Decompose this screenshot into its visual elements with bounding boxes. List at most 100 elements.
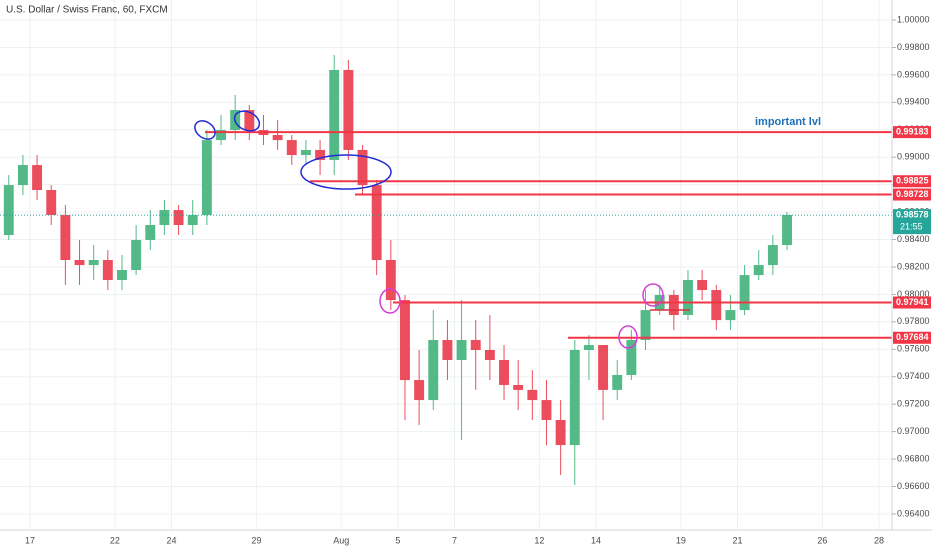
- x-tick-label: Aug: [333, 535, 349, 545]
- candle-body: [400, 300, 410, 381]
- candle-body: [357, 149, 368, 186]
- candle-body: [555, 419, 566, 446]
- circle: [300, 154, 392, 190]
- x-tick-label: 28: [874, 535, 884, 545]
- candle-body: [329, 69, 340, 160]
- x-tick-label: 21: [732, 535, 742, 545]
- candle-body: [343, 69, 354, 150]
- candle-body: [3, 185, 14, 236]
- candle-body: [145, 225, 156, 240]
- candle-body: [598, 345, 609, 390]
- candle-body: [470, 339, 481, 350]
- candle-body: [626, 339, 637, 375]
- level-label-box: [893, 188, 931, 201]
- y-tick-label: 0.97400: [897, 371, 930, 381]
- candle-body: [697, 280, 708, 291]
- y-tick-label: 0.97800: [897, 316, 930, 326]
- last-price-box: [893, 209, 931, 235]
- candle-body: [456, 339, 467, 361]
- y-tick-label: 0.99600: [897, 69, 930, 79]
- circle: [618, 325, 638, 349]
- x-tick-label: 12: [534, 535, 544, 545]
- y-tick-label: 0.99400: [897, 97, 930, 107]
- candle-body: [102, 259, 113, 281]
- level-label-box: [893, 331, 931, 344]
- axes: 1.000000.998000.996000.994000.992000.990…: [25, 14, 931, 545]
- y-tick-label: 0.96600: [897, 481, 930, 491]
- y-tick-label: 0.97600: [897, 344, 930, 354]
- level-label: 0.98825: [896, 176, 929, 186]
- candle-body: [683, 280, 693, 316]
- candle-body: [569, 349, 580, 446]
- y-tick-label: 0.96800: [897, 453, 930, 463]
- candle-body: [300, 149, 311, 156]
- candle-body: [244, 110, 255, 131]
- candle-body: [640, 310, 651, 340]
- candle-body: [117, 270, 127, 281]
- y-tick-label: 0.96400: [897, 508, 930, 518]
- candle-body: [428, 339, 439, 401]
- candle-body: [315, 149, 326, 160]
- candle-body: [767, 245, 778, 266]
- candle-body: [286, 140, 297, 156]
- candle-body: [527, 389, 538, 401]
- annotation: important lvl: [755, 116, 821, 128]
- level-label-box: [893, 175, 931, 188]
- x-tick-label: 29: [251, 535, 261, 545]
- x-tick-label: 24: [166, 535, 176, 545]
- drawings: [194, 110, 690, 349]
- candle-body: [173, 210, 184, 226]
- x-tick-label: 26: [817, 535, 827, 545]
- candle-body: [371, 185, 382, 260]
- plot: [0, 55, 892, 485]
- circle: [379, 288, 401, 314]
- x-tick-label: 19: [676, 535, 686, 545]
- candle-body: [711, 290, 722, 321]
- candle-body: [612, 374, 623, 390]
- x-tick-label: 14: [591, 535, 601, 545]
- candle-body: [499, 360, 509, 385]
- x-tick-label: 5: [395, 535, 400, 545]
- level-label-box: [893, 296, 931, 309]
- candle-body: [60, 214, 71, 260]
- x-tick-label: 17: [25, 535, 35, 545]
- x-tick-label: 22: [110, 535, 120, 545]
- candle-body: [272, 135, 283, 141]
- candle-body: [739, 275, 750, 311]
- x-tick-label: 7: [452, 535, 457, 545]
- candle-body: [32, 165, 43, 191]
- y-tick-label: 0.99800: [897, 42, 930, 52]
- level-label: 0.99183: [896, 126, 929, 136]
- y-tick-label: 0.98000: [897, 289, 930, 299]
- candle-body: [46, 190, 57, 215]
- candle-body: [668, 294, 679, 316]
- candle-body: [782, 214, 792, 246]
- candle-body: [131, 239, 142, 271]
- candle-body: [385, 259, 396, 301]
- candle-body: [216, 130, 226, 141]
- candle-body: [159, 210, 170, 226]
- level-label: 0.97684: [896, 332, 929, 342]
- y-tick-label: 0.97200: [897, 399, 930, 409]
- y-tick-label: 1.00000: [897, 14, 930, 24]
- candle-body: [88, 259, 99, 266]
- candle-body: [187, 214, 198, 226]
- candle-body: [541, 400, 552, 420]
- chart-title: U.S. Dollar / Swiss Franc, 60, FXCM: [6, 5, 168, 16]
- candle-body: [513, 384, 524, 390]
- level-label-box: [893, 126, 931, 139]
- y-tick-label: 0.99000: [897, 152, 930, 162]
- y-tick-label: 0.97000: [897, 426, 930, 436]
- circle: [194, 120, 216, 140]
- candle-body: [414, 380, 425, 401]
- y-tick-label: 0.98400: [897, 234, 930, 244]
- last-price-label: 0.98578: [896, 210, 929, 220]
- level-label: 0.98728: [896, 189, 929, 199]
- candle-body: [583, 345, 594, 350]
- candle-body: [17, 165, 28, 186]
- candle-body: [725, 310, 736, 321]
- circle: [233, 110, 261, 132]
- countdown: 21:55: [900, 222, 923, 232]
